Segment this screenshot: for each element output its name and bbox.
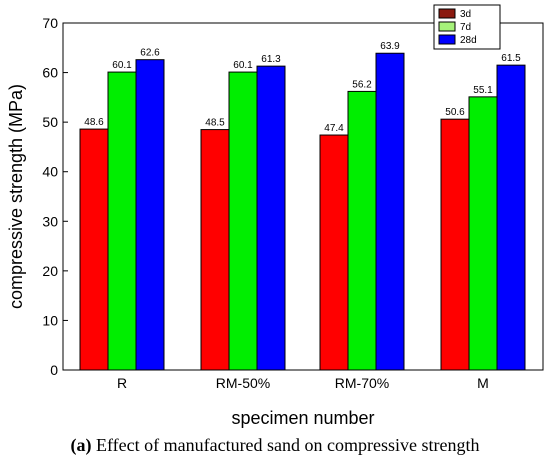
y-axis: 0 10 20 30 40 50 60 70: [42, 15, 68, 378]
data-label: 61.5: [501, 53, 521, 64]
x-tick-label: R: [117, 375, 127, 391]
figure-caption: (a) Effect of manufactured sand on compr…: [0, 435, 550, 456]
legend-label-7d: 7d: [460, 22, 471, 33]
x-axis-title: specimen number: [231, 408, 374, 428]
legend: 3d 7d 28d: [433, 4, 501, 50]
y-tick-label: 10: [42, 312, 58, 328]
bar-7d: [107, 71, 137, 371]
data-labels: 48.6 60.1 62.6 48.5 60.1 61.3 47.4 56.2 63.9 50.6…: [84, 41, 521, 134]
y-tick-label: 20: [42, 263, 58, 279]
bar-28d: [496, 64, 526, 371]
legend-label-3d: 3d: [460, 9, 471, 20]
y-tick-label: 0: [50, 362, 58, 378]
y-tick-label: 60: [42, 65, 58, 81]
plot-frame: [62, 22, 544, 371]
data-label: 60.1: [233, 60, 253, 71]
bar-3d: [79, 128, 109, 371]
data-label: 47.4: [324, 123, 344, 134]
caption-text: Effect of manufactured sand on compressi…: [95, 435, 480, 455]
y-tick-label: 40: [42, 164, 58, 180]
data-label: 62.6: [140, 48, 160, 59]
bar-3d: [440, 118, 470, 371]
bar-chart: 0 10 20 30 40 50 60 70 R RM-50% RM-70% M 48.6 60.1 6…: [6, 4, 544, 428]
x-tick-label: RM-50%: [216, 375, 270, 391]
bar-7d: [228, 71, 258, 371]
bar-28d: [256, 65, 286, 371]
x-axis: R RM-50% RM-70% M: [117, 365, 489, 391]
y-tick-label: 70: [42, 15, 58, 31]
legend-swatch-7d: [438, 21, 456, 32]
y-tick-label: 30: [42, 213, 58, 229]
data-label: 56.2: [352, 79, 372, 90]
bar-3d: [319, 134, 349, 371]
caption-tag: (a): [70, 435, 92, 455]
data-label: 60.1: [112, 60, 132, 71]
data-label: 63.9: [380, 41, 400, 52]
y-tick-label: 50: [42, 114, 58, 130]
x-tick-label: M: [477, 375, 489, 391]
data-label: 48.5: [205, 118, 225, 129]
legend-swatch-3d: [438, 8, 456, 19]
bar-28d: [135, 59, 165, 371]
legend-swatch-28d: [438, 34, 456, 45]
bar-7d: [347, 90, 377, 371]
bar-3d: [200, 129, 230, 371]
y-axis-title: compressive strength (MPa): [6, 84, 26, 309]
legend-label-28d: 28d: [460, 35, 477, 46]
bar-28d: [375, 52, 405, 371]
data-label: 61.3: [261, 54, 281, 65]
bars: [79, 52, 526, 371]
bar-7d: [468, 96, 498, 371]
x-tick-label: RM-70%: [335, 375, 389, 391]
data-label: 50.6: [445, 107, 465, 118]
data-label: 55.1: [473, 85, 493, 96]
data-label: 48.6: [84, 117, 104, 128]
